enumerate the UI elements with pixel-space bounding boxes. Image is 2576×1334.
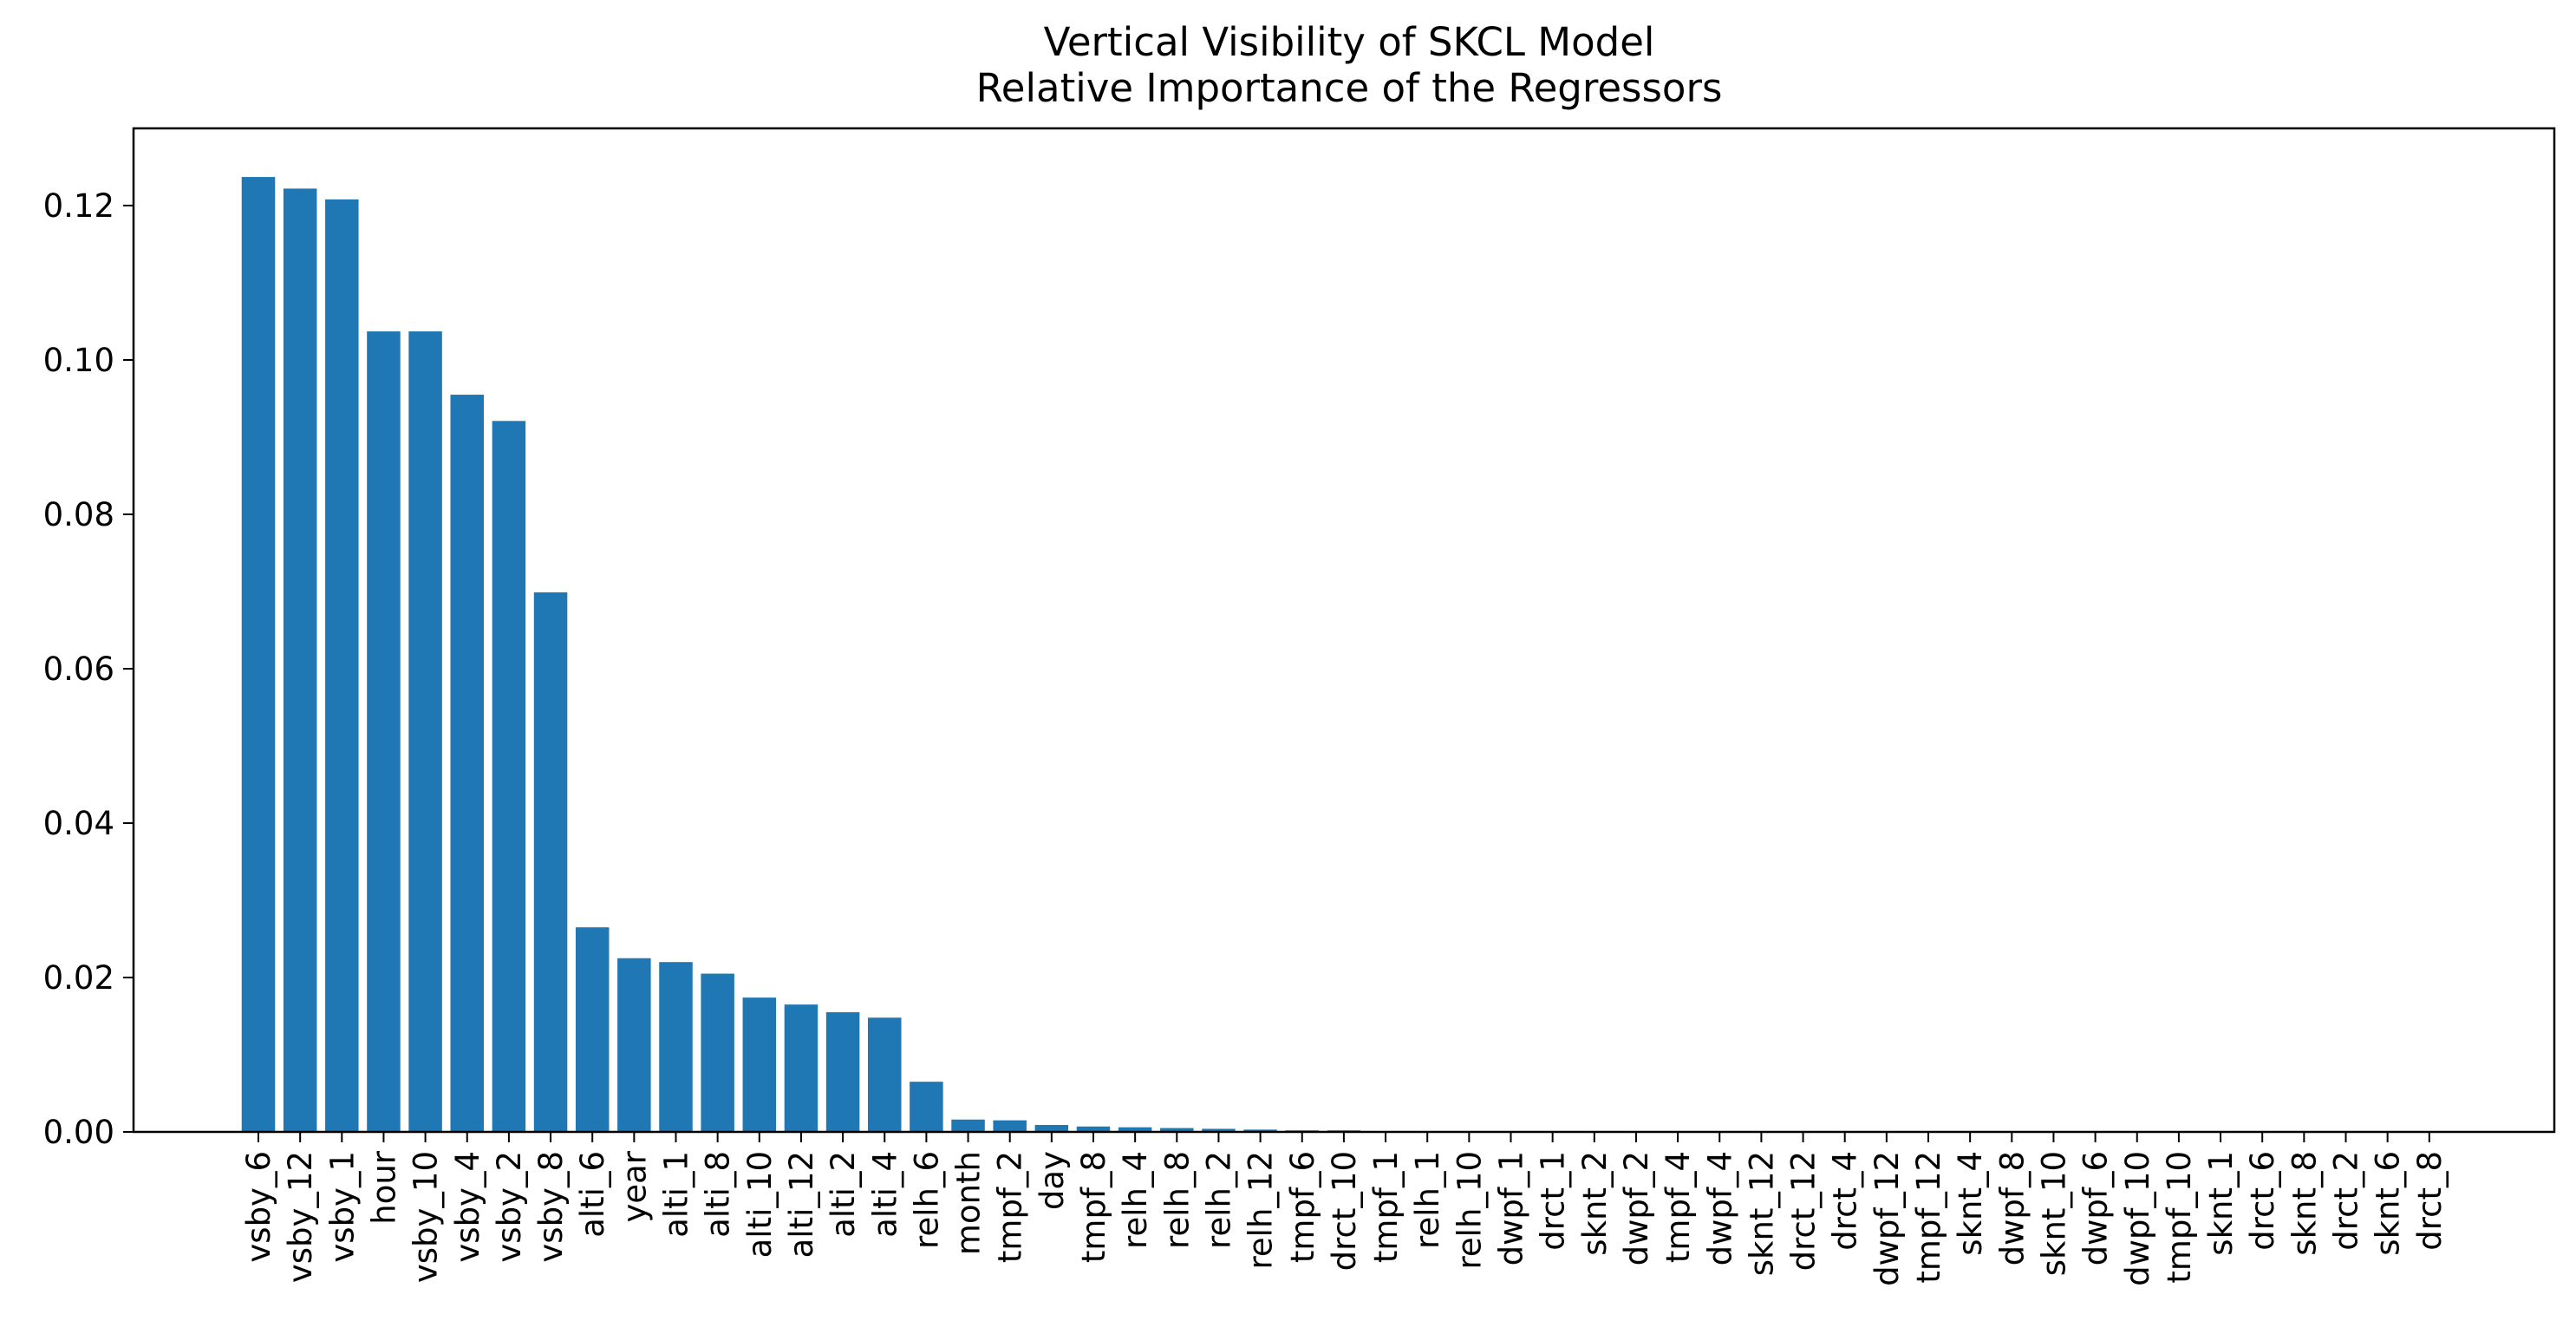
x-tick-label: drct_10 (1326, 1151, 1363, 1271)
bar-alti_12 (784, 1004, 818, 1132)
x-tick-label: alti_1 (658, 1151, 695, 1238)
chart-title-line-1: Vertical Visibility of SKCL Model (1043, 19, 1655, 65)
bar-tmpf_8 (1076, 1126, 1111, 1132)
x-tick-label: dwpf_10 (2119, 1151, 2156, 1286)
x-tick-label: vsby_12 (282, 1151, 319, 1283)
y-tick-label: 0.04 (43, 805, 114, 842)
x-tick-label: sknt_8 (2286, 1151, 2323, 1256)
x-tick-label: vsby_10 (408, 1151, 445, 1283)
x-tick-label: dwpf_4 (1701, 1151, 1738, 1265)
x-tick-label: dwpf_1 (1493, 1151, 1530, 1265)
x-tick-label: drct_12 (1785, 1151, 1823, 1271)
x-tick-label: relh_4 (1117, 1151, 1154, 1249)
bar-day (1034, 1124, 1069, 1132)
x-tick-label: vsby_8 (532, 1151, 570, 1263)
x-tick-label: month (950, 1151, 988, 1255)
bar-vsby_2 (492, 421, 526, 1132)
x-tick-label: sknt_1 (2202, 1151, 2240, 1256)
x-tick-label: tmpf_2 (992, 1151, 1029, 1263)
x-tick-label: alti_10 (741, 1151, 779, 1258)
x-tick-label: year (616, 1150, 653, 1222)
bar-relh_12 (1243, 1129, 1277, 1132)
x-tick-label: alti_12 (783, 1151, 820, 1258)
x-tick-label: sknt_10 (2035, 1151, 2072, 1276)
x-tick-label: vsby_1 (323, 1151, 361, 1263)
chart-title-line-2: Relative Importance of the Regressors (975, 65, 1723, 111)
x-tick-label: vsby_2 (491, 1151, 528, 1263)
x-tick-label: sknt_12 (1743, 1151, 1780, 1276)
x-tick-label: alti_2 (825, 1151, 862, 1238)
bar-relh_4 (1118, 1127, 1152, 1132)
x-tick-label: relh_6 (908, 1151, 945, 1249)
bar-alti_8 (701, 973, 734, 1132)
x-tick-label: drct_4 (1827, 1151, 1864, 1251)
bar-year (617, 958, 651, 1132)
x-axis: vsby_6 vsby_12 vsby_1 hour vsby_10 vsby_4 vsby… (240, 1132, 2449, 1286)
y-tick-label: 0.08 (43, 496, 114, 533)
x-tick-label: tmpf_4 (1660, 1151, 1697, 1263)
y-tick-label: 0.02 (43, 959, 114, 997)
bar-alti_6 (575, 927, 610, 1132)
bar-relh_6 (910, 1082, 943, 1132)
x-tick-label: sknt_6 (2370, 1151, 2407, 1256)
y-tick-label: 0.00 (43, 1114, 114, 1151)
x-tick-label: sknt_4 (1952, 1151, 1989, 1256)
bar-relh_8 (1160, 1128, 1194, 1132)
x-tick-label: tmpf_8 (1075, 1151, 1112, 1263)
chart-title: Vertical Visibility of SKCL Model Relati… (0, 19, 2576, 111)
x-tick-label: dwpf_2 (1618, 1151, 1655, 1265)
x-tick-label: day (1034, 1151, 1071, 1210)
bars-group (241, 177, 1528, 1132)
bar-hour (367, 331, 401, 1132)
x-tick-label: dwpf_8 (1993, 1151, 2031, 1265)
x-tick-label: relh_10 (1451, 1151, 1488, 1269)
x-tick-label: alti_8 (700, 1151, 737, 1238)
x-tick-label: dwpf_12 (1868, 1151, 1906, 1286)
x-tick-label: drct_2 (2328, 1151, 2365, 1251)
x-tick-label: hour (365, 1150, 402, 1225)
x-tick-label: relh_1 (1409, 1151, 1446, 1249)
x-tick-label: drct_8 (2411, 1151, 2449, 1251)
x-tick-label: alti_4 (866, 1151, 903, 1238)
bar-tmpf_2 (993, 1120, 1027, 1132)
y-tick-label: 0.10 (43, 342, 114, 379)
x-tick-label: relh_12 (1242, 1151, 1280, 1269)
bar-vsby_12 (283, 188, 317, 1132)
y-tick-label: 0.06 (43, 651, 114, 688)
x-tick-label: relh_2 (1200, 1151, 1237, 1249)
y-axis: 0.00 0.02 0.04 0.06 0.08 0.10 0.12 (43, 187, 134, 1151)
x-tick-label: tmpf_1 (1367, 1151, 1405, 1263)
x-tick-label: sknt_2 (1576, 1151, 1614, 1256)
bar-vsby_6 (241, 177, 276, 1132)
bar-relh_2 (1202, 1128, 1236, 1132)
bar-vsby_10 (408, 331, 442, 1132)
bar-alti_10 (742, 997, 777, 1132)
x-tick-label: vsby_6 (240, 1151, 277, 1263)
bar-alti_4 (868, 1017, 902, 1132)
bar-vsby_1 (325, 199, 359, 1132)
plot-frame (132, 127, 2556, 1134)
x-tick-label: drct_6 (2244, 1151, 2281, 1251)
x-tick-label: tmpf_6 (1284, 1151, 1321, 1263)
x-tick-label: tmpf_12 (1910, 1151, 1947, 1284)
x-tick-label: alti_6 (574, 1151, 611, 1238)
x-tick-label: relh_8 (1158, 1151, 1196, 1249)
y-tick-label: 0.12 (43, 187, 114, 225)
x-tick-label: dwpf_6 (2077, 1151, 2115, 1265)
bar-vsby_4 (450, 395, 484, 1132)
bar-alti_2 (825, 1012, 860, 1132)
bar-alti_1 (659, 962, 693, 1132)
bar-vsby_8 (533, 592, 568, 1132)
x-tick-label: tmpf_10 (2161, 1151, 2198, 1284)
x-tick-label: drct_1 (1535, 1151, 1572, 1251)
x-tick-label: vsby_4 (449, 1151, 486, 1263)
bar-month (951, 1119, 985, 1132)
